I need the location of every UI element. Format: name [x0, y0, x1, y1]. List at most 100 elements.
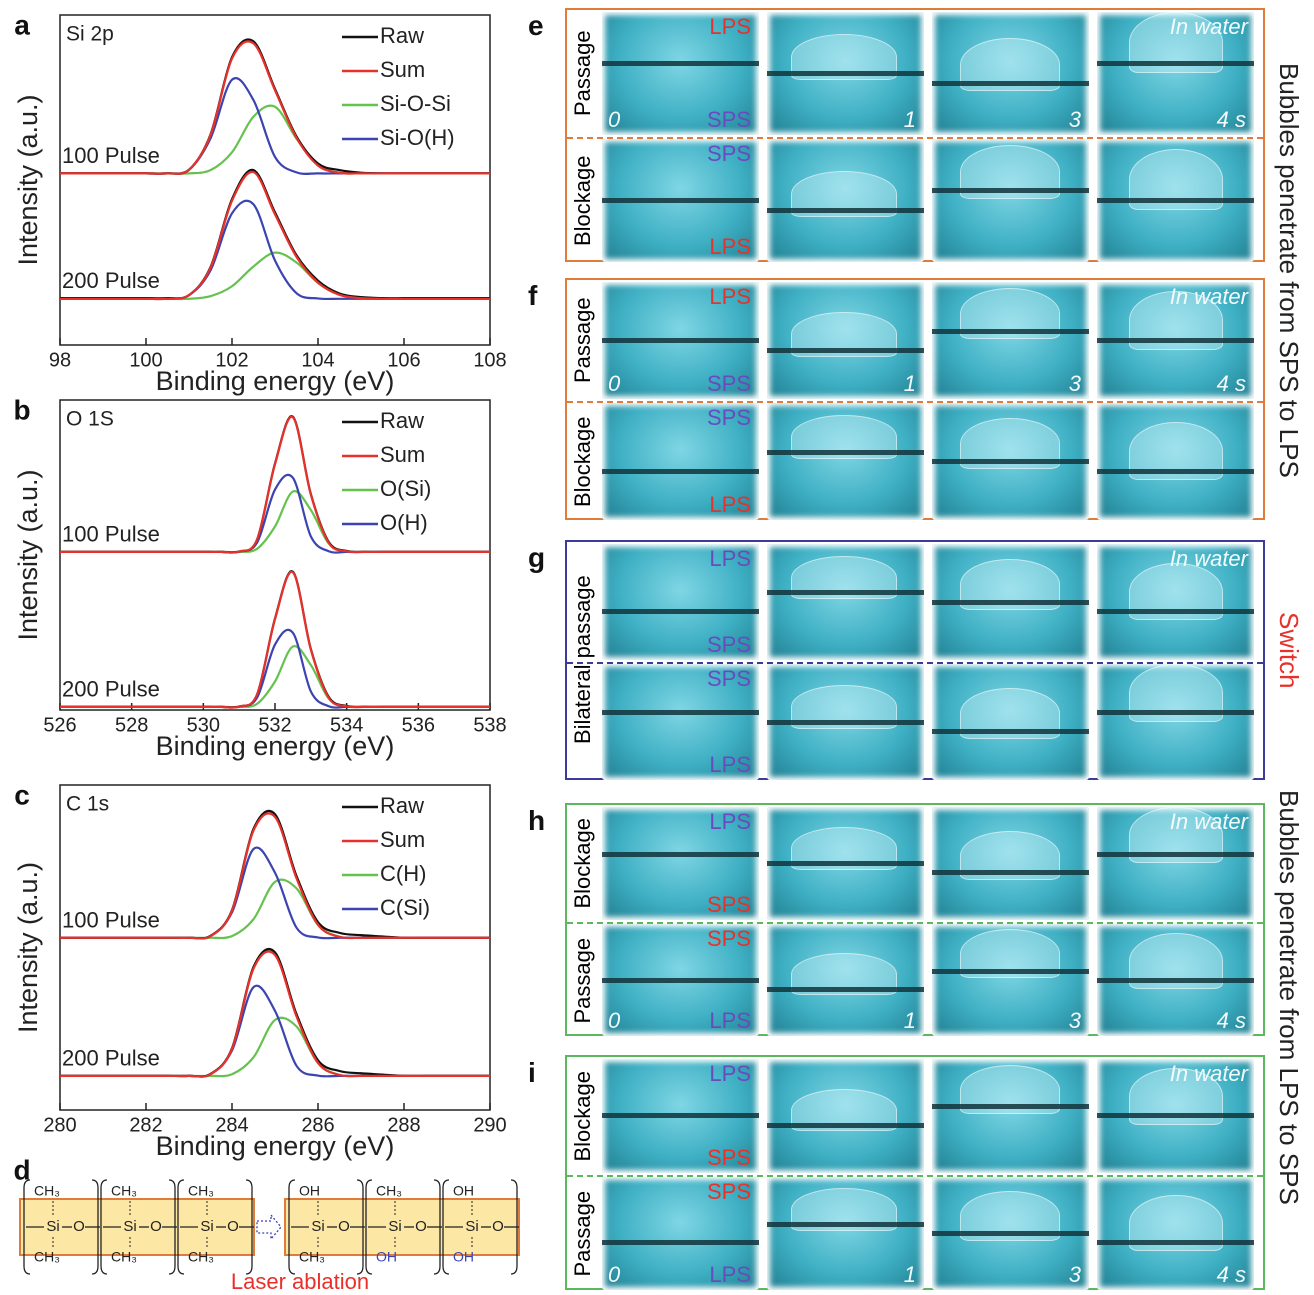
row-label: Blockage: [570, 818, 595, 909]
time-label: 1: [903, 107, 916, 132]
membrane: [932, 188, 1089, 194]
x-tick-label: 98: [49, 349, 71, 371]
spectrum-label: 100 Pulse: [62, 143, 160, 168]
row-label: Blockage: [570, 1070, 595, 1162]
side-label: SPS: [706, 1144, 751, 1170]
x-tick-label: 100: [129, 349, 162, 371]
time-label: 3: [1068, 1262, 1081, 1287]
time-label: 3: [1068, 107, 1081, 132]
video-frame: LPS SPS: [602, 807, 759, 920]
side-annotation: Switch: [1274, 611, 1304, 689]
group: CH₃: [188, 1249, 214, 1265]
membrane: [767, 590, 924, 596]
video-frame: [1097, 403, 1254, 520]
time-label: 0: [608, 371, 621, 396]
video-frame: [767, 403, 924, 520]
video-frame: [1097, 139, 1254, 262]
spectrum-line: [59, 950, 490, 1078]
video-frame: In water: [1097, 807, 1254, 920]
video-frame: 4 s: [1097, 923, 1254, 1036]
atom: Si: [465, 1218, 478, 1235]
membrane: [602, 977, 759, 983]
video-frame: [1097, 664, 1254, 780]
time-label: 4 s: [1216, 371, 1246, 396]
video-frame: [767, 1059, 924, 1173]
membrane: [602, 1240, 759, 1246]
group: CH₃: [34, 1249, 60, 1265]
video-frame: In water 4 s: [1097, 12, 1254, 135]
xps-charts: 98 100 102 104 106 108 Binding energy (eV) Inte…: [13, 9, 520, 1294]
x-tick-label: 532: [258, 714, 291, 736]
row-label: Passage: [570, 30, 595, 117]
y-axis-label: Intensity (a.u.): [13, 469, 43, 640]
video-frame: [932, 139, 1089, 262]
membrane: [932, 870, 1089, 875]
side-label: LPS: [709, 752, 751, 777]
side-label: SPS: [706, 632, 751, 657]
inset-label: C 1s: [66, 793, 109, 816]
membrane: [602, 338, 759, 344]
panel-label: g: [528, 542, 546, 573]
x-tick-label: 534: [330, 714, 363, 736]
video-frame: [767, 139, 924, 262]
membrane: [602, 198, 759, 204]
plot-frame: [59, 399, 491, 711]
membrane: [1097, 338, 1254, 344]
side-label: SPS: [706, 1178, 751, 1204]
plot-frame: [59, 14, 491, 346]
x-tick-label: 106: [387, 349, 420, 371]
side-label: LPS: [709, 809, 751, 834]
bracket: [23, 1179, 31, 1275]
video-frame: SPS LPS: [602, 403, 759, 520]
side-label: LPS: [709, 492, 751, 517]
panel-label: i: [528, 1057, 536, 1088]
membrane: [602, 468, 759, 474]
x-tick-label: 526: [43, 714, 76, 736]
inset-label: O 1S: [66, 408, 114, 431]
video-frame: 1: [767, 1176, 924, 1290]
legend-label: Raw: [380, 793, 424, 818]
time-label: 1: [903, 1008, 916, 1033]
atom: Si: [123, 1218, 136, 1235]
atom: O: [415, 1218, 427, 1235]
time-label: 1: [903, 1262, 916, 1287]
row-label: Bilateral passage: [570, 575, 595, 745]
legend-label: Si-O(H): [380, 125, 455, 150]
side-annotation: Bubbles penetrate from LPS to SPS: [1274, 790, 1304, 1205]
video-frame: 3: [932, 923, 1089, 1036]
video-frame: LPS SPS: [602, 544, 759, 660]
video-frame: [932, 544, 1089, 660]
legend-label: Sum: [380, 827, 425, 852]
video-frame: SPS LPS 0: [602, 923, 759, 1036]
video-frame: [767, 664, 924, 780]
video-frame: 1: [767, 12, 924, 135]
caption: Laser ablation: [231, 1269, 369, 1294]
legend-label: O(H): [380, 510, 428, 535]
membrane: [767, 986, 924, 992]
membrane: [602, 1113, 759, 1119]
row-label: Blockage: [570, 416, 595, 507]
video-frame: LPS SPS: [602, 1059, 759, 1173]
membrane: [1097, 61, 1254, 67]
spectrum-label: 200 Pulse: [62, 1046, 160, 1071]
video-frame: [767, 807, 924, 920]
legend-label: C(H): [380, 861, 426, 886]
video-frame: In water: [1097, 544, 1254, 660]
membrane: [767, 71, 924, 77]
x-tick-label: 286: [301, 1114, 334, 1136]
panel-label: d: [13, 1154, 30, 1185]
time-label: 0: [608, 1262, 621, 1287]
bracket: [442, 1179, 450, 1275]
side-label: LPS: [709, 1061, 751, 1086]
spectrum-label: 100 Pulse: [62, 908, 160, 933]
membrane: [602, 61, 759, 67]
membrane: [767, 1122, 924, 1128]
arrow: [256, 1213, 282, 1241]
x-tick-label: 288: [387, 1114, 420, 1136]
x-tick-label: 104: [301, 349, 334, 371]
membrane: [1097, 1240, 1254, 1246]
time-label: 3: [1068, 371, 1081, 396]
panel-label: c: [14, 779, 30, 810]
legend-label: O(Si): [380, 476, 431, 501]
video-frame: SPS LPS: [602, 664, 759, 780]
